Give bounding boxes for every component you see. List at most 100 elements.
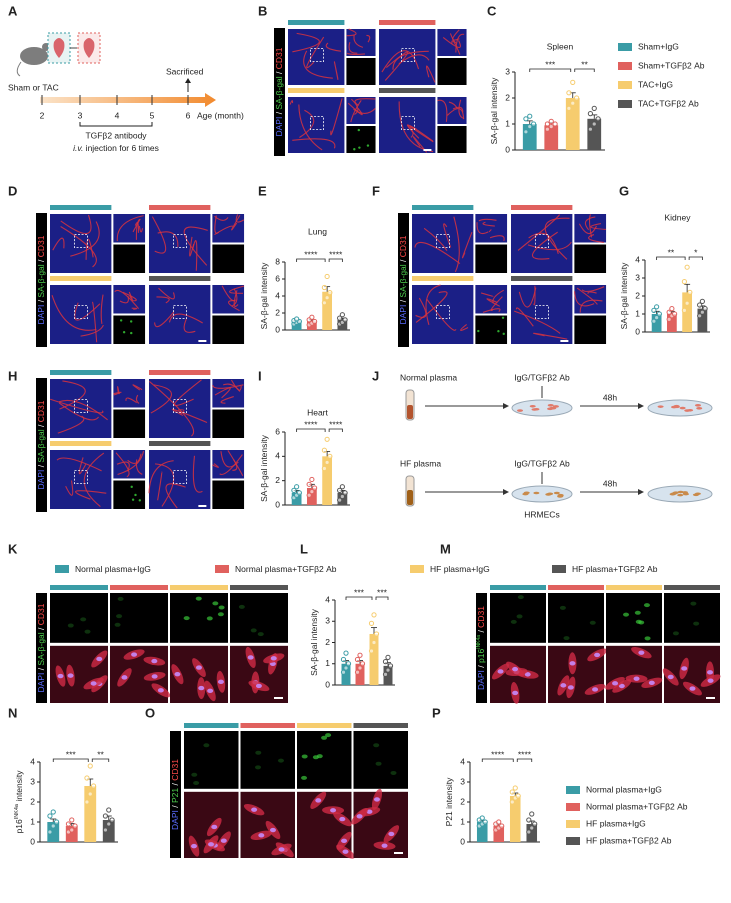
green-signal <box>635 619 642 624</box>
bar <box>383 665 393 685</box>
micrograph <box>664 593 720 643</box>
stain-label: DAPI / p16INK4a / CD31 <box>476 606 486 690</box>
data-point <box>527 124 533 130</box>
data-point <box>340 669 347 675</box>
micrograph <box>412 214 474 273</box>
vessel <box>292 32 320 53</box>
roi <box>74 470 88 485</box>
vessel <box>461 231 473 259</box>
y-label: SA-β-gal intensity <box>309 608 319 676</box>
legend-label: Sham+TGFβ2 Ab <box>638 60 705 70</box>
significance-bracket <box>328 258 343 262</box>
vessel <box>458 99 465 120</box>
data-point <box>343 650 349 656</box>
significance-bracket <box>481 758 514 762</box>
data-point <box>357 652 363 658</box>
green-signal <box>634 610 641 615</box>
vessel <box>117 450 145 476</box>
vessel <box>480 292 494 298</box>
senescent-signal <box>497 330 500 333</box>
nucleus <box>594 652 601 658</box>
micrograph <box>288 97 345 153</box>
vessel <box>116 215 144 242</box>
group-header <box>606 585 662 590</box>
vessel <box>348 42 358 54</box>
vessel <box>214 387 231 399</box>
treatment-label: TGFβ2 antibody <box>85 130 147 140</box>
vessel <box>415 297 427 318</box>
panel-letter: G <box>619 183 629 198</box>
y-tick-label: 2 <box>505 92 510 102</box>
significance-bracket <box>91 758 110 762</box>
chart-title: Lung <box>308 226 327 236</box>
stain-cd31: CD31 <box>36 603 46 625</box>
green-signal <box>390 770 397 775</box>
data-point <box>684 300 690 306</box>
vessel <box>183 318 196 333</box>
event-label: Sacrificed <box>166 66 204 76</box>
stain-dapi: DAPI <box>36 305 46 325</box>
nucleus <box>90 681 97 686</box>
data-point <box>509 799 515 805</box>
micrograph <box>212 450 245 479</box>
nucleus <box>633 676 640 681</box>
bar <box>697 308 708 332</box>
panel-letter: P <box>432 705 441 720</box>
roi <box>401 116 415 130</box>
nucleus <box>217 679 224 685</box>
vessel <box>482 308 501 313</box>
roi <box>310 48 324 62</box>
data-point <box>654 315 660 321</box>
vessel <box>75 490 107 500</box>
data-point <box>591 121 597 127</box>
cell <box>557 495 564 498</box>
data-point <box>523 116 529 122</box>
data-point <box>84 775 90 781</box>
data-point <box>566 90 572 96</box>
group-header <box>379 88 436 93</box>
stain-dapi: DAPI <box>274 117 284 137</box>
nucleus <box>689 686 696 691</box>
green-signal <box>193 781 200 786</box>
vessel <box>533 332 568 340</box>
y-tick-label: 2 <box>635 290 640 300</box>
senescent-signal <box>366 144 370 147</box>
data-point <box>87 763 93 769</box>
green-signal <box>277 758 284 763</box>
green-signal <box>690 601 697 606</box>
data-point <box>531 121 537 127</box>
stain-cd31: CD31 <box>170 759 180 781</box>
y-tick-label: 1 <box>505 118 510 128</box>
y-tick-label: 2 <box>275 475 280 485</box>
stain-marker: SA-β-gal <box>36 632 46 665</box>
stain-sep: / <box>36 666 46 673</box>
y-tick-label: 8 <box>275 256 280 266</box>
cell <box>696 407 703 410</box>
vessel <box>452 29 460 41</box>
plasma <box>407 405 413 419</box>
bar <box>291 492 302 505</box>
stain-cd31: CD31 <box>36 400 46 422</box>
vessel <box>460 324 469 331</box>
legend-label: Normal plasma+TGFβ2 Ab <box>586 801 688 811</box>
age-label: 4 <box>115 110 120 120</box>
data-point <box>482 819 488 825</box>
nucleus <box>121 675 128 680</box>
inset <box>475 244 508 273</box>
group-header <box>664 585 720 590</box>
nucleus <box>373 797 380 802</box>
data-point <box>339 484 345 490</box>
vessel <box>171 408 208 423</box>
vessel <box>177 409 185 415</box>
data-point <box>47 813 53 819</box>
cell <box>679 406 686 410</box>
timeline <box>40 93 216 107</box>
group-header <box>50 441 112 446</box>
senescent-signal <box>129 320 133 323</box>
legend-swatch <box>552 565 566 573</box>
vessel <box>527 241 572 251</box>
stain-cd31: CD31 <box>476 606 486 628</box>
nucleus <box>131 652 138 657</box>
legend-swatch <box>566 803 580 811</box>
vessel <box>229 285 245 294</box>
